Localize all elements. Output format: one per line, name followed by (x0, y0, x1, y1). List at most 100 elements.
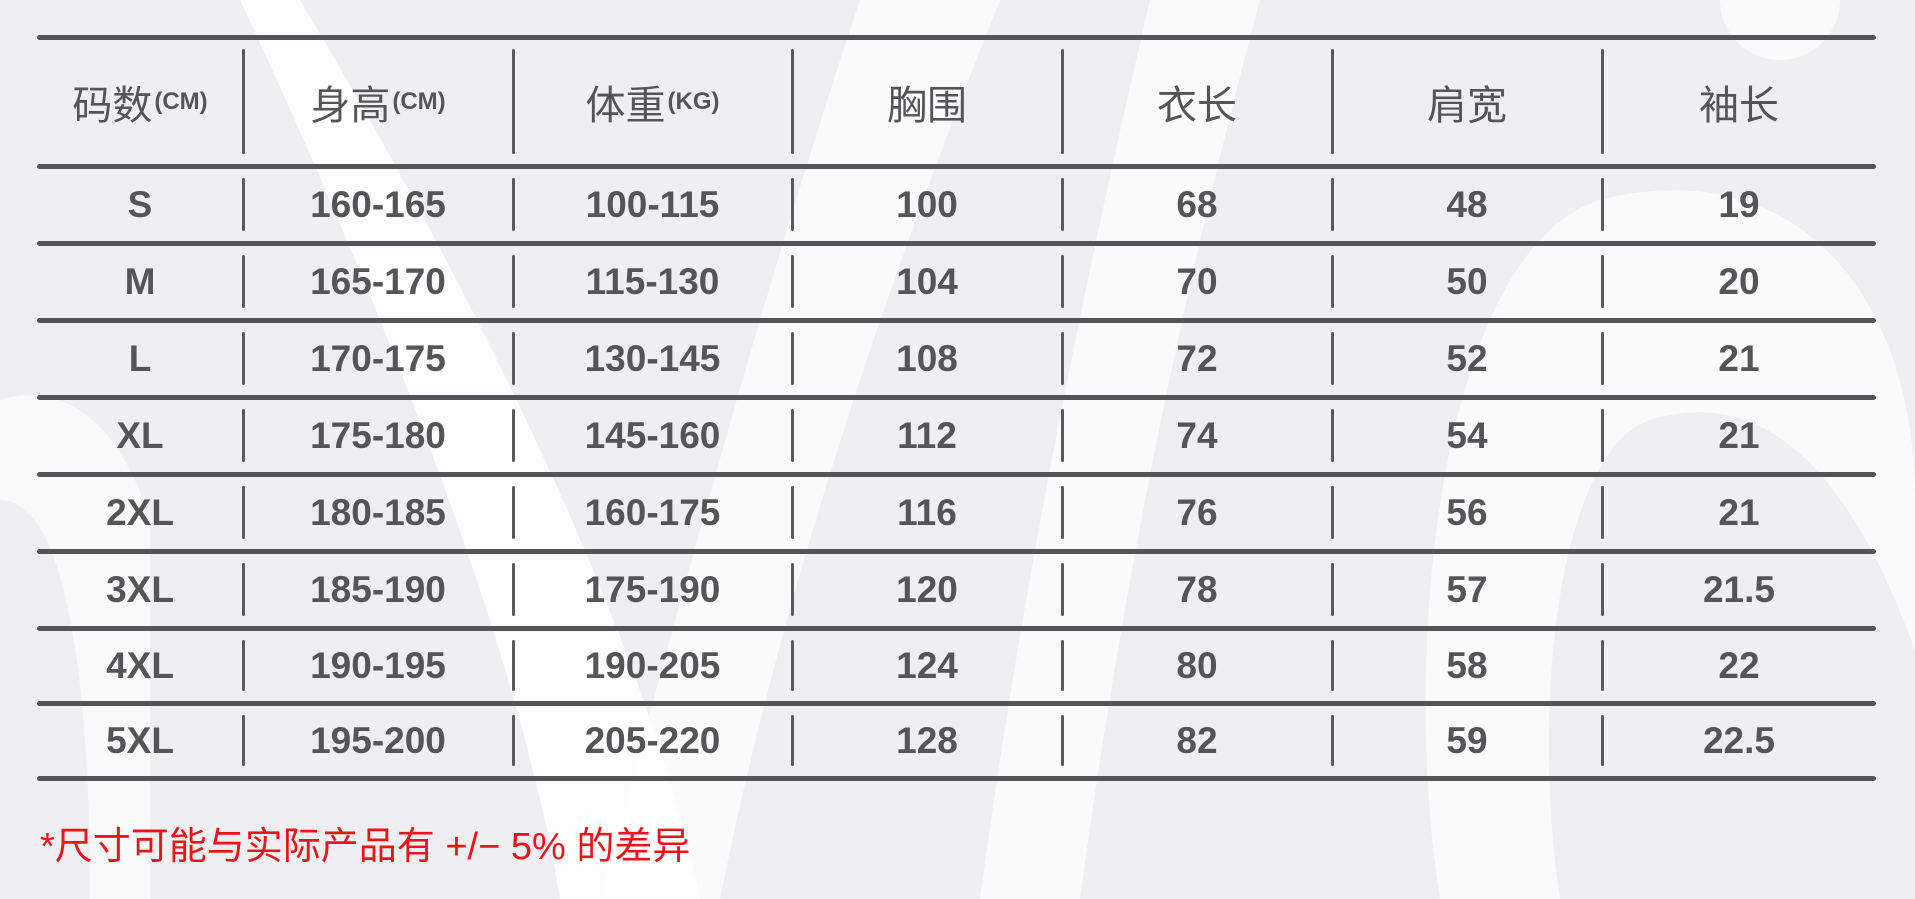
cell-chest: 108 (896, 337, 958, 379)
row-divider (37, 241, 1876, 246)
cell-sleeve: 21 (1718, 491, 1760, 533)
header-shoulder: 肩宽 (1332, 37, 1602, 166)
cell-weight: 145-160 (584, 414, 721, 456)
header-size: 码数 (CM) (37, 37, 243, 166)
column-divider (791, 49, 794, 154)
column-divider (791, 255, 794, 308)
cell-size: L (128, 337, 152, 379)
column-divider (512, 332, 515, 385)
cell-shoulder: 58 (1446, 644, 1488, 686)
cell-shoulder: 56 (1446, 491, 1488, 533)
column-divider (1601, 178, 1604, 231)
header-unit: (KG) (667, 87, 720, 115)
column-divider (512, 409, 515, 462)
header-unit: (CM) (154, 87, 208, 115)
column-divider (1061, 486, 1064, 539)
column-divider (1061, 409, 1064, 462)
header-weight: 体重 (KG) (513, 37, 792, 166)
cell-size: S (127, 183, 153, 225)
cell-height: 195-200 (310, 719, 446, 761)
header-unit: (CM) (392, 87, 446, 115)
column-divider (512, 49, 515, 154)
header-label: 衣长 (1157, 83, 1237, 128)
column-divider (1061, 640, 1064, 691)
row-divider (37, 395, 1876, 400)
cell-shoulder: 59 (1446, 719, 1488, 761)
column-divider (791, 640, 794, 691)
header-label: 码数 (72, 83, 153, 128)
column-divider (791, 409, 794, 462)
cell-shoulder: 52 (1446, 337, 1488, 379)
header-chest: 胸围 (792, 37, 1062, 166)
column-divider (1061, 715, 1064, 766)
cell-weight: 205-220 (584, 719, 721, 761)
header-label: 袖长 (1699, 83, 1779, 128)
column-divider (512, 486, 515, 539)
row-divider (37, 164, 1876, 169)
cell-sleeve: 19 (1718, 183, 1760, 225)
table-bottom-rule (37, 776, 1876, 781)
cell-shoulder: 57 (1446, 568, 1488, 610)
cell-size: 2XL (106, 491, 174, 533)
column-divider (242, 49, 245, 154)
cell-shoulder: 50 (1446, 260, 1488, 302)
column-divider (1331, 409, 1334, 462)
column-divider (1601, 563, 1604, 616)
cell-sleeve: 21 (1718, 337, 1760, 379)
cell-height: 170-175 (310, 337, 446, 379)
cell-size: 5XL (106, 719, 174, 761)
cell-weight: 100-115 (585, 183, 720, 225)
cell-height: 160-165 (310, 183, 446, 225)
row-divider (37, 549, 1876, 554)
column-divider (512, 563, 515, 616)
header-sleeve: 袖长 (1602, 37, 1876, 166)
column-divider (1061, 332, 1064, 385)
cell-shoulder: 48 (1446, 183, 1488, 225)
column-divider (1601, 49, 1604, 154)
column-divider (1601, 332, 1604, 385)
row-divider (37, 318, 1876, 323)
column-divider (791, 486, 794, 539)
column-divider (1601, 409, 1604, 462)
column-divider (242, 178, 245, 231)
column-divider (791, 563, 794, 616)
cell-size: 4XL (106, 644, 174, 686)
column-divider (1331, 715, 1334, 766)
column-divider (791, 178, 794, 231)
cell-height: 180-185 (310, 491, 446, 533)
column-divider (242, 715, 245, 766)
cell-weight: 160-175 (584, 491, 721, 533)
column-divider (1601, 715, 1604, 766)
cell-length: 76 (1176, 491, 1218, 533)
row-divider (37, 701, 1876, 706)
cell-sleeve: 21 (1718, 414, 1760, 456)
cell-height: 185-190 (310, 568, 446, 610)
cell-length: 74 (1176, 414, 1218, 456)
column-divider (1061, 49, 1064, 154)
column-divider (1331, 563, 1334, 616)
header-label: 肩宽 (1427, 83, 1507, 128)
cell-length: 82 (1176, 719, 1218, 761)
column-divider (1601, 486, 1604, 539)
column-divider (1331, 332, 1334, 385)
row-divider (37, 472, 1876, 477)
cell-sleeve: 21.5 (1702, 568, 1775, 610)
cell-shoulder: 54 (1446, 414, 1488, 456)
column-divider (1331, 486, 1334, 539)
cell-weight: 130-145 (584, 337, 721, 379)
cell-weight: 115-130 (585, 260, 720, 302)
cell-chest: 116 (897, 491, 957, 533)
header-label: 体重 (585, 83, 666, 128)
column-divider (1601, 255, 1604, 308)
column-divider (512, 178, 515, 231)
column-divider (1331, 640, 1334, 691)
cell-weight: 190-205 (584, 644, 721, 686)
cell-sleeve: 20 (1718, 260, 1760, 302)
header-label: 身高 (310, 83, 391, 128)
column-divider (1061, 178, 1064, 231)
column-divider (1601, 640, 1604, 691)
column-divider (512, 715, 515, 766)
cell-length: 70 (1176, 260, 1218, 302)
cell-chest: 100 (896, 183, 958, 225)
